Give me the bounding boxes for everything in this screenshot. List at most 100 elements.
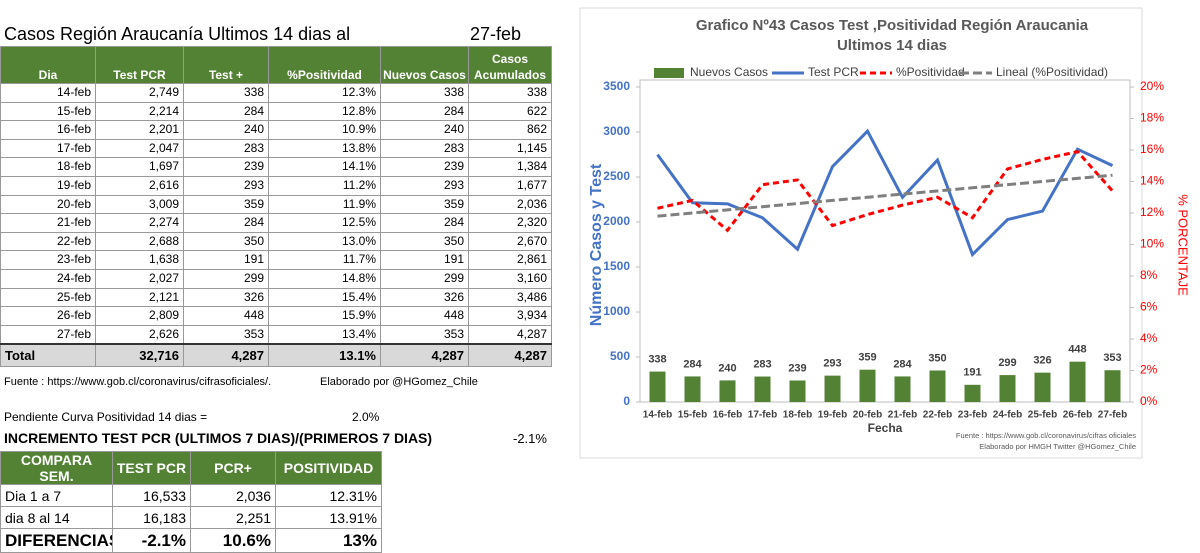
legend-label: Test PCR [808, 65, 859, 79]
plot-area [639, 79, 1131, 403]
data-row: 15-feb 2,214 284 12.8% 284 622 [0, 101, 552, 122]
bar-label: 191 [963, 367, 981, 379]
y2-tick-label: 4% [1140, 331, 1158, 345]
cell: 862 [468, 120, 552, 140]
cell: 2,688 [95, 231, 184, 252]
bar-label: 284 [893, 358, 912, 370]
data-row: 14-feb 2,749 338 12.3% 338 338 [0, 83, 552, 103]
x-tick-label: 22-feb [923, 410, 952, 421]
cell: dia 8 al 14 [0, 506, 113, 529]
header-cell: COMPARA SEM. [0, 451, 113, 485]
legend-swatch [654, 68, 684, 78]
cell: 13.4% [268, 324, 381, 345]
sheet-title: Casos Región Araucanía Ultimos 14 dias a… [4, 24, 351, 44]
x-tick-label: 18-feb [783, 410, 812, 421]
cell: 2,861 [468, 250, 552, 270]
chart-title: Grafico Nº43 Casos Test ,Positividad Reg… [696, 17, 1089, 34]
cell: Dia 1 a 7 [0, 484, 113, 507]
y2-axis-title: % PORCENTAJE [1176, 194, 1191, 296]
bar [929, 370, 946, 402]
header-cell: PCR+ [190, 451, 276, 485]
bar [719, 380, 736, 402]
header-row: Dia Test PCR Test + %Positividad Nuevos Caso… [0, 46, 552, 84]
bar [824, 375, 841, 402]
cell: 2,036 [190, 484, 276, 507]
cell: 2,121 [95, 287, 184, 308]
cell: 326 [380, 287, 469, 308]
series-line [656, 128, 1114, 258]
bar [999, 375, 1016, 402]
y2-tick-label: 8% [1140, 268, 1158, 282]
bar-label: 338 [648, 353, 666, 365]
bar-label: 353 [1103, 352, 1121, 364]
bar [754, 376, 771, 402]
y2-tick-label: 12% [1140, 205, 1164, 219]
cell: 2,201 [95, 120, 184, 140]
y2-tick-label: 10% [1140, 237, 1164, 251]
y2-tick-label: 6% [1140, 300, 1158, 314]
x-tick-label: 19-feb [818, 410, 847, 421]
data-row: 22-feb 2,688 350 13.0% 350 2,670 [0, 231, 552, 252]
bar-label: 359 [858, 352, 876, 364]
bar [1104, 370, 1121, 402]
cell: 622 [468, 101, 552, 122]
cell: 2,214 [95, 101, 184, 122]
cell: 1,638 [95, 250, 184, 270]
cell: 16,183 [112, 506, 191, 529]
cell: 2,027 [95, 268, 184, 289]
bar-label: 239 [788, 362, 806, 374]
data-row: 26-feb 2,809 448 15.9% 448 3,934 [0, 306, 552, 326]
data-row: 25-feb 2,121 326 15.4% 326 3,486 [0, 287, 552, 308]
source: Fuente : https://www.gob.cl/coronavirus/… [4, 376, 272, 388]
compare-row: Dia 1 a 7 16,533 2,036 12.31% [0, 484, 382, 507]
data-row: 27-feb 2,626 353 13.4% 353 4,287 [0, 324, 552, 345]
cell: 2,320 [468, 213, 552, 233]
total-cell: 4,287 [468, 343, 552, 368]
x-tick-label: 17-feb [748, 410, 777, 421]
y2-tick-label: 16% [1140, 142, 1164, 156]
bar [964, 384, 981, 402]
cell: 353 [183, 324, 269, 345]
bar-label: 240 [718, 362, 736, 374]
y2-tick-label: 20% [1140, 79, 1164, 93]
cell: 24-feb [0, 268, 96, 289]
x-tick-label: 20-feb [853, 410, 882, 421]
header-cell: Test + [183, 46, 269, 84]
y2-tick-label: 2% [1140, 363, 1158, 377]
cell: 3,486 [468, 287, 552, 308]
x-tick-label: 26-feb [1063, 410, 1092, 421]
bar [684, 376, 701, 402]
author: Elaborado por @HGomez_Chile [320, 376, 478, 388]
bar [1069, 361, 1086, 402]
chart-source: Fuente : https://www.gob.cl/coronavirus/… [956, 431, 1136, 440]
bar-label: 293 [823, 358, 841, 370]
x-tick-label: 24-feb [993, 410, 1022, 421]
cell: 13.8% [268, 138, 381, 159]
data-row: 18-feb 1,697 239 14.1% 239 1,384 [0, 157, 552, 177]
data-row: 16-feb 2,201 240 10.9% 240 862 [0, 120, 552, 140]
legend-label: Lineal (%Positividad) [996, 65, 1108, 79]
total-cell: 4,287 [380, 343, 469, 368]
header-cell: Casos Acumulados [468, 46, 552, 84]
bar [894, 376, 911, 402]
x-tick-label: 23-feb [958, 410, 987, 421]
cell: 27-feb [0, 324, 96, 345]
y-tick-label: 3500 [603, 79, 630, 93]
cell: 1,145 [468, 138, 552, 159]
total-row: Total 32,716 4,287 13.1% 4,287 4,287 [0, 343, 552, 368]
compare-table: COMPARA SEM. TEST PCR PCR+ POSITIVIDAD Dia 1… [0, 451, 382, 553]
y2-tick-label: 0% [1140, 394, 1158, 408]
bar [859, 369, 876, 402]
cell: 299 [380, 268, 469, 289]
bar-label: 448 [1068, 344, 1086, 356]
slope-label: Pendiente Curva Positividad 14 dias = [4, 410, 208, 424]
cell: 3,160 [468, 268, 552, 289]
cell: 239 [183, 157, 269, 177]
x-tick-label: 27-feb [1098, 410, 1127, 421]
header-cell: POSITIVIDAD [275, 451, 382, 485]
chart-source: Elaborado por HMGH Twitter @HGomez_Chile [979, 442, 1136, 451]
cell: 326 [183, 287, 269, 308]
cell: 299 [183, 268, 269, 289]
y-tick-label: 500 [610, 349, 630, 363]
header-cell: %Positividad [268, 46, 381, 84]
